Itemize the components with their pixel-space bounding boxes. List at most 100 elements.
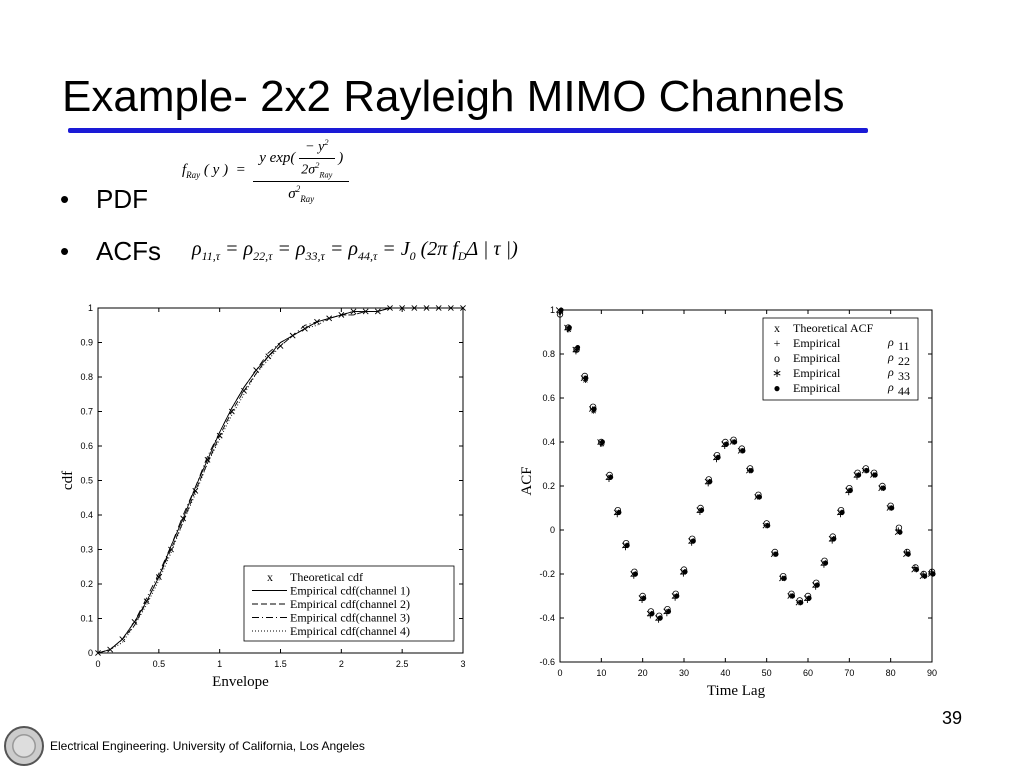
x-tick-label: 3 bbox=[460, 659, 465, 669]
acf-marker bbox=[658, 615, 663, 621]
cdf-plot: 0 0.5 1 1.5 2 2.5 3 0 0.1 0.2 0.3 0.4 0.5 0.6 0.7 0.8 0.… bbox=[60, 298, 480, 693]
acf-legend-marker: x bbox=[774, 321, 780, 335]
y-tick-label: 0.2 bbox=[542, 481, 555, 491]
y-tick-label: 1 bbox=[550, 305, 555, 315]
acf-marker bbox=[815, 582, 820, 588]
cdf-line bbox=[97, 307, 463, 654]
cdf-x-axis-label: Envelope bbox=[212, 674, 269, 690]
x-tick-label: 1.5 bbox=[274, 659, 287, 669]
x-tick-label: 90 bbox=[927, 668, 937, 678]
cdf-chart-svg: 0 0.5 1 1.5 2 2.5 3 0 0.1 0.2 0.3 0.4 0.5 0.6 0.7 0.8 0.… bbox=[60, 303, 466, 690]
x-tick-label: 0 bbox=[95, 659, 100, 669]
acf-legend-marker: o bbox=[774, 351, 780, 365]
y-tick-label: -0.6 bbox=[539, 657, 555, 667]
acf-marker bbox=[674, 593, 680, 599]
y-tick-label: 0.4 bbox=[542, 437, 555, 447]
acf-marker bbox=[848, 488, 853, 493]
y-tick-label: 0.6 bbox=[80, 441, 93, 451]
acf-marker bbox=[798, 600, 804, 605]
x-tick-label: 60 bbox=[803, 668, 813, 678]
x-tick-label: 2 bbox=[339, 659, 344, 669]
acf-marker bbox=[864, 468, 870, 473]
y-tick-label: -0.4 bbox=[539, 613, 555, 623]
y-tick-label: 0.9 bbox=[80, 338, 93, 348]
y-tick-label: 0.8 bbox=[542, 349, 555, 359]
acf-marker bbox=[872, 472, 878, 478]
cdf-legend-label: Empirical cdf(channel 3) bbox=[290, 611, 410, 625]
x-tick-label: 50 bbox=[762, 668, 772, 678]
cdf-legend-label: Theoretical cdf bbox=[290, 570, 363, 584]
bullet-acfs: • ACFs bbox=[60, 236, 161, 267]
acf-marker bbox=[699, 507, 705, 513]
acf-series bbox=[558, 307, 936, 621]
acf-marker bbox=[666, 609, 672, 614]
acf-marker bbox=[757, 494, 762, 500]
acf-legend-rho-index: 33 bbox=[898, 369, 910, 383]
acf-marker bbox=[691, 538, 696, 544]
acf-marker bbox=[748, 468, 754, 473]
acf-legend-entry: o Empirical ρ 22 bbox=[774, 350, 910, 368]
acf-marker bbox=[740, 448, 746, 454]
acf-marker bbox=[765, 523, 771, 528]
acf-legend-rho: ρ bbox=[887, 365, 894, 379]
acf-marker bbox=[897, 529, 903, 535]
y-tick-label: -0.2 bbox=[539, 569, 555, 579]
acf-legend-marker: + bbox=[774, 336, 781, 350]
cdf-legend-label: Empirical cdf(channel 2) bbox=[290, 597, 410, 611]
cdf-legend-entry: x Theoretical cdf bbox=[267, 570, 363, 584]
x-tick-label: 20 bbox=[638, 668, 648, 678]
acf-legend-box bbox=[762, 317, 919, 401]
y-tick-label: 0.1 bbox=[80, 614, 93, 624]
cdf-legend-label: Empirical cdf(channel 1) bbox=[290, 584, 410, 598]
cdf-series bbox=[97, 307, 463, 654]
acf-legend-rho: ρ bbox=[887, 380, 894, 394]
y-tick-label: 0 bbox=[88, 648, 93, 658]
acf-legend-marker: ● bbox=[773, 381, 780, 395]
acf-marker bbox=[922, 573, 928, 579]
cdf-legend-entry: Empirical cdf(channel 4) bbox=[252, 624, 410, 638]
acf-marker bbox=[575, 345, 581, 350]
pdf-equation: fRay ( y ) = y exp( − y2 2σ2Ray ) σ2Ray bbox=[182, 138, 350, 204]
x-tick-label: 30 bbox=[679, 668, 689, 678]
slide-title: Example- 2x2 Rayleigh MIMO Channels bbox=[62, 72, 845, 121]
acf-marker bbox=[707, 479, 713, 484]
cdf-legend-entry: Empirical cdf(channel 1) bbox=[252, 584, 410, 598]
acf-marker bbox=[715, 455, 721, 460]
x-tick-label: 0 bbox=[557, 668, 562, 678]
acf-marker bbox=[724, 441, 729, 447]
acf-marker bbox=[608, 474, 614, 480]
x-tick-label: 40 bbox=[720, 668, 730, 678]
x-tick-label: 0.5 bbox=[153, 659, 166, 669]
acf-marker bbox=[782, 576, 787, 581]
acf-legend-label: Empirical bbox=[793, 336, 841, 350]
acf-legend-entry: ● Empirical ρ 44 bbox=[773, 380, 910, 398]
acf-marker bbox=[649, 611, 655, 616]
acf-legend-entry: x Theoretical ACF bbox=[774, 321, 874, 335]
y-tick-label: 1 bbox=[88, 303, 93, 313]
y-tick-label: 0.4 bbox=[80, 510, 93, 520]
university-seal-icon bbox=[4, 726, 44, 766]
y-tick-label: 0.2 bbox=[80, 579, 93, 589]
bullet-acfs-label: ACFs bbox=[96, 236, 161, 266]
footer: Electrical Engineering. University of Ca… bbox=[4, 722, 365, 770]
acf-legend-rho-index: 11 bbox=[898, 339, 910, 353]
acf-marker bbox=[839, 510, 845, 515]
acf-x-axis-label: Time Lag bbox=[707, 683, 766, 699]
acf-marker bbox=[856, 472, 862, 478]
acf-legend-rho: ρ bbox=[887, 335, 894, 349]
acf-marker bbox=[591, 406, 597, 412]
acf-legend-label: Empirical bbox=[793, 366, 841, 380]
acf-marker bbox=[790, 593, 796, 599]
acf-legend-label: Theoretical ACF bbox=[793, 321, 874, 335]
x-tick-label: 80 bbox=[886, 668, 896, 678]
acf-marker bbox=[806, 595, 812, 601]
acf-marker bbox=[583, 375, 589, 381]
x-tick-label: 10 bbox=[596, 668, 606, 678]
acf-legend-rho-index: 44 bbox=[898, 384, 910, 398]
footer-text: Electrical Engineering. University of Ca… bbox=[50, 739, 365, 753]
acf-marker bbox=[624, 543, 630, 548]
x-tick-label: 1 bbox=[217, 659, 222, 669]
acf-marker bbox=[889, 505, 895, 511]
acf-marker bbox=[823, 560, 829, 566]
acf-legend-marker: ∗ bbox=[772, 366, 782, 380]
